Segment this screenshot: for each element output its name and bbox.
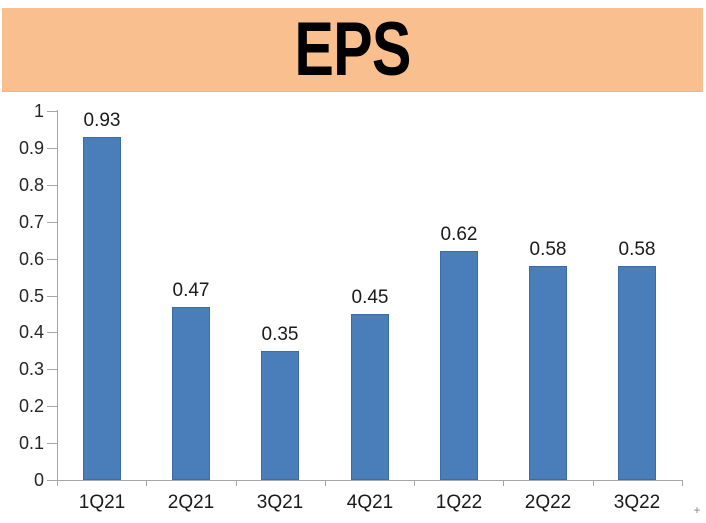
x-axis-tick — [236, 480, 237, 486]
y-tick-label: 0.5 — [18, 286, 44, 306]
x-axis-tick — [325, 480, 326, 486]
bar-1Q21 — [83, 137, 121, 480]
bar-value-label: 0.58 — [529, 239, 567, 260]
bar-value-label: 0.35 — [261, 324, 299, 345]
bar-value-label: 0.93 — [83, 110, 121, 131]
y-axis-tick — [47, 259, 57, 260]
bar-2Q21 — [172, 307, 210, 480]
bar-4Q21 — [351, 314, 389, 480]
y-tick-label: 0.6 — [18, 249, 44, 269]
y-tick-label: 1 — [33, 101, 44, 121]
y-axis-line — [57, 110, 58, 481]
y-axis-tick — [47, 332, 57, 333]
bar-value-label: 0.58 — [618, 239, 656, 260]
y-tick-label: 0.2 — [18, 396, 44, 416]
x-category-label: 1Q21 — [78, 492, 126, 513]
y-tick-label: 0 — [33, 470, 44, 490]
x-axis-tick — [503, 480, 504, 486]
x-axis-tick — [414, 480, 415, 486]
bar-3Q22 — [618, 266, 656, 480]
y-axis-tick — [47, 185, 57, 186]
cursor-artifact: + — [693, 503, 701, 517]
y-axis-tick — [47, 296, 57, 297]
y-tick-label: 0.1 — [18, 433, 44, 453]
x-axis-tick — [682, 480, 683, 486]
bar-value-label: 0.47 — [172, 280, 210, 301]
bar-2Q22 — [529, 266, 567, 480]
chart-title-banner: EPS — [2, 8, 703, 92]
y-tick-label: 0.7 — [18, 212, 44, 232]
chart-title: EPS — [294, 7, 411, 92]
y-axis-tick — [47, 369, 57, 370]
x-axis-tick — [57, 480, 58, 486]
x-category-label: 3Q21 — [256, 492, 304, 513]
bar-value-label: 0.45 — [351, 287, 389, 308]
y-axis-tick — [47, 111, 57, 112]
bar-3Q21 — [261, 351, 299, 480]
y-tick-label: 0.9 — [18, 138, 44, 158]
x-category-label: 4Q21 — [346, 492, 394, 513]
bar-1Q22 — [440, 251, 478, 480]
y-axis-tick — [47, 443, 57, 444]
x-axis-tick — [146, 480, 147, 486]
bar-value-label: 0.62 — [440, 224, 478, 245]
y-axis-tick — [47, 480, 57, 481]
y-axis-tick — [47, 222, 57, 223]
x-category-label: 2Q21 — [167, 492, 215, 513]
x-axis-line — [57, 480, 683, 481]
y-tick-label: 0.4 — [18, 322, 44, 342]
x-axis-tick — [593, 480, 594, 486]
y-axis-tick — [47, 406, 57, 407]
y-tick-label: 0.3 — [18, 359, 44, 379]
y-axis-tick — [47, 148, 57, 149]
x-category-label: 3Q22 — [613, 492, 661, 513]
y-tick-label: 0.8 — [18, 175, 44, 195]
x-category-label: 2Q22 — [524, 492, 572, 513]
x-category-label: 1Q22 — [435, 492, 483, 513]
